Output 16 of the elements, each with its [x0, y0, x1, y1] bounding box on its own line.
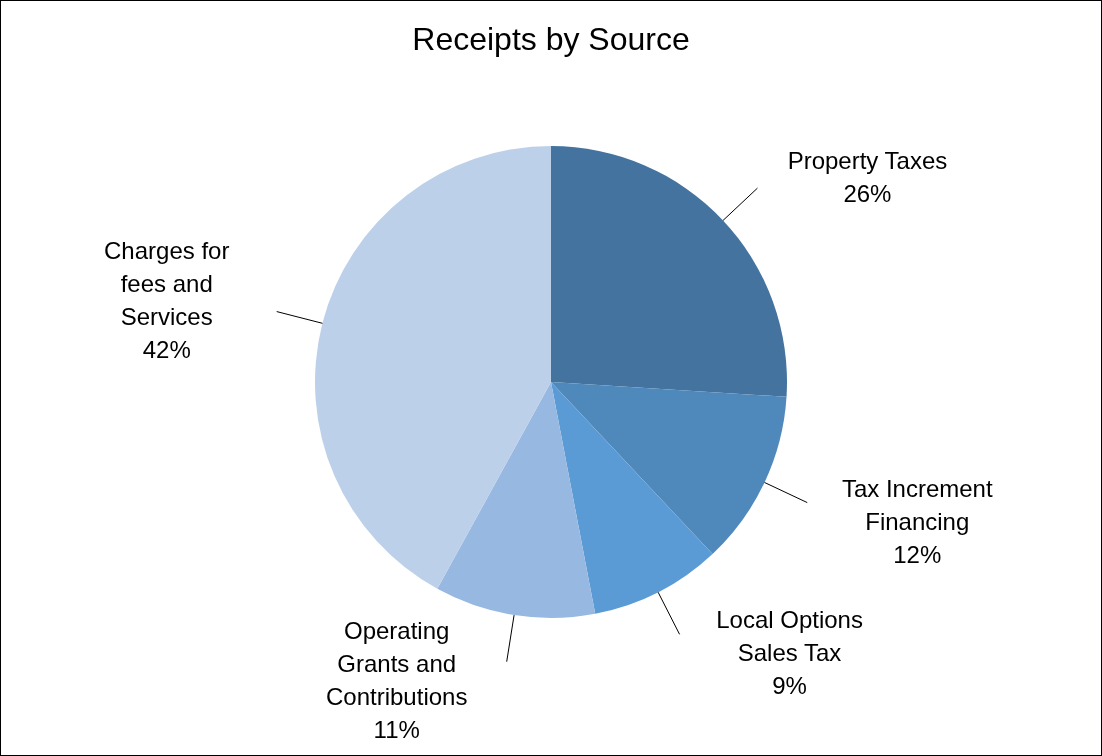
chart-title: Receipts by Source — [412, 21, 690, 57]
pie-slice — [551, 382, 787, 555]
slice-label: Tax Increment Financing — [841, 474, 993, 535]
data-label: 9% — [772, 672, 807, 700]
pie-slice — [551, 382, 713, 614]
slice-label: Operating Grants and Contributions — [325, 617, 468, 711]
slice-label: Property Taxes — [787, 146, 948, 174]
data-label: 26% — [843, 179, 892, 207]
data-label: 42% — [142, 336, 191, 364]
pie-slice — [551, 146, 787, 397]
data-label: 11% — [373, 716, 420, 744]
pie-slice — [437, 382, 596, 618]
slice-label: Local Options Sales Tax — [716, 606, 863, 667]
pie-slice — [315, 146, 551, 589]
data-label: 12% — [893, 540, 942, 568]
slice-label: Charges for fees and Services — [104, 237, 230, 331]
